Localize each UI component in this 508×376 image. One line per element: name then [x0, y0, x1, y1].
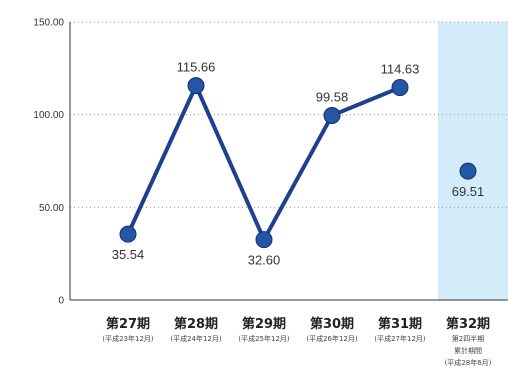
x-category-sublabel: (平成26年12月)	[306, 334, 358, 343]
x-category-sublabel: (平成25年12月)	[238, 334, 290, 343]
data-point	[459, 162, 477, 180]
y-tick-label: 150.00	[33, 18, 64, 29]
gridlines	[70, 21, 508, 208]
data-label: 32.60	[248, 253, 281, 268]
data-point	[255, 231, 273, 249]
x-category-sublabel: (平成24年12月)	[170, 334, 222, 343]
y-tick-labels: 0 50.00 100.00 150.00	[33, 18, 64, 307]
x-category-labels: 第27期 (平成23年12月) 第28期 (平成24年12月) 第29期 (平成25年12…	[102, 316, 491, 367]
x-category-label: 第31期	[378, 316, 422, 332]
x-category-label: 第30期	[310, 316, 354, 332]
data-label: 114.63	[381, 62, 420, 77]
x-category-label: 第28期	[174, 316, 218, 332]
data-label: 115.66	[177, 60, 216, 75]
data-label: 99.58	[316, 89, 349, 104]
x-category-sublabel: 累計期間	[454, 346, 482, 355]
highlight-band	[438, 22, 508, 300]
data-point	[187, 77, 205, 95]
x-category-sublabel: (平成28年6月)	[445, 358, 492, 367]
x-category-label: 第32期	[446, 316, 490, 332]
x-category-sublabel: (平成23年12月)	[102, 334, 154, 343]
y-tick-label: 50.00	[39, 203, 64, 214]
data-point	[119, 225, 137, 243]
data-point	[391, 79, 409, 97]
plot-background	[438, 22, 508, 300]
y-tick-label: 0	[58, 296, 64, 307]
series-lines	[126, 80, 401, 245]
axes	[69, 22, 508, 301]
x-category-label: 第29期	[242, 316, 286, 332]
x-category-sublabel: (平成27年12月)	[374, 334, 426, 343]
data-label: 69.51	[452, 184, 485, 199]
data-label: 35.54	[112, 247, 145, 262]
data-point	[323, 106, 341, 124]
x-category-sublabel: 第2四半期	[452, 334, 484, 343]
data-labels: 35.54 115.66 32.60 99.58 114.63 69.51	[112, 60, 485, 268]
x-category-label: 第27期	[106, 316, 150, 332]
series-line	[126, 80, 401, 245]
data-points	[119, 77, 477, 249]
y-tick-label: 100.00	[33, 110, 64, 121]
